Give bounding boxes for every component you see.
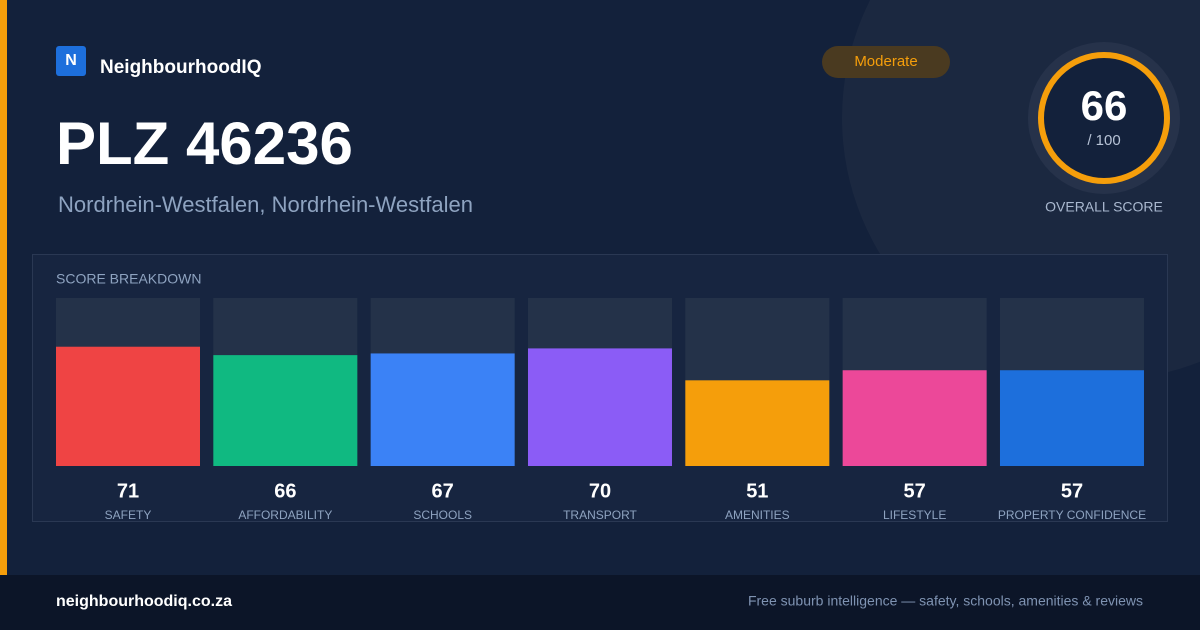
score-ring <box>1038 52 1170 184</box>
category-label: TRANSPORT <box>563 508 637 522</box>
title: PLZ 46236 <box>56 110 353 177</box>
category-label: PROPERTY CONFIDENCE <box>998 508 1146 522</box>
category-label: AFFORDABILITY <box>238 508 332 522</box>
category-label: SCHOOLS <box>413 508 472 522</box>
breakdown-title: SCORE BREAKDOWN <box>56 271 201 287</box>
bar <box>370 353 515 466</box>
bar <box>999 370 1144 466</box>
bar <box>527 348 672 466</box>
overall-max: / 100 <box>1087 132 1120 149</box>
value-label: 70 <box>589 480 611 502</box>
logo-letter: N <box>65 52 77 69</box>
bar <box>213 355 358 466</box>
logo <box>56 46 86 76</box>
bar <box>842 370 987 466</box>
badge <box>822 46 950 78</box>
badge-text: Moderate <box>854 53 917 70</box>
bar <box>56 346 200 466</box>
footer-tagline: Free suburb intelligence — safety, schoo… <box>748 593 1143 609</box>
value-label: 51 <box>746 480 768 502</box>
value-label: 57 <box>1061 480 1083 502</box>
category-label: LIFESTYLE <box>883 508 946 522</box>
footer-url: neighbourhoodiq.co.za <box>56 593 232 610</box>
value-label: 67 <box>432 480 454 502</box>
category-label: AMENITIES <box>725 508 790 522</box>
value-label: 57 <box>904 480 926 502</box>
accent-stripe <box>0 0 7 575</box>
category-label: SAFETY <box>105 508 152 522</box>
value-label: 66 <box>274 480 296 502</box>
subtitle: Nordrhein-Westfalen, Nordrhein-Westfalen <box>58 192 473 217</box>
value-label: 71 <box>117 480 139 502</box>
overall-label: OVERALL SCORE <box>1045 199 1163 215</box>
brand-name: NeighbourhoodIQ <box>100 57 261 78</box>
bar <box>685 380 830 466</box>
overall-score: 66 <box>1081 82 1128 129</box>
footer <box>0 575 1200 630</box>
